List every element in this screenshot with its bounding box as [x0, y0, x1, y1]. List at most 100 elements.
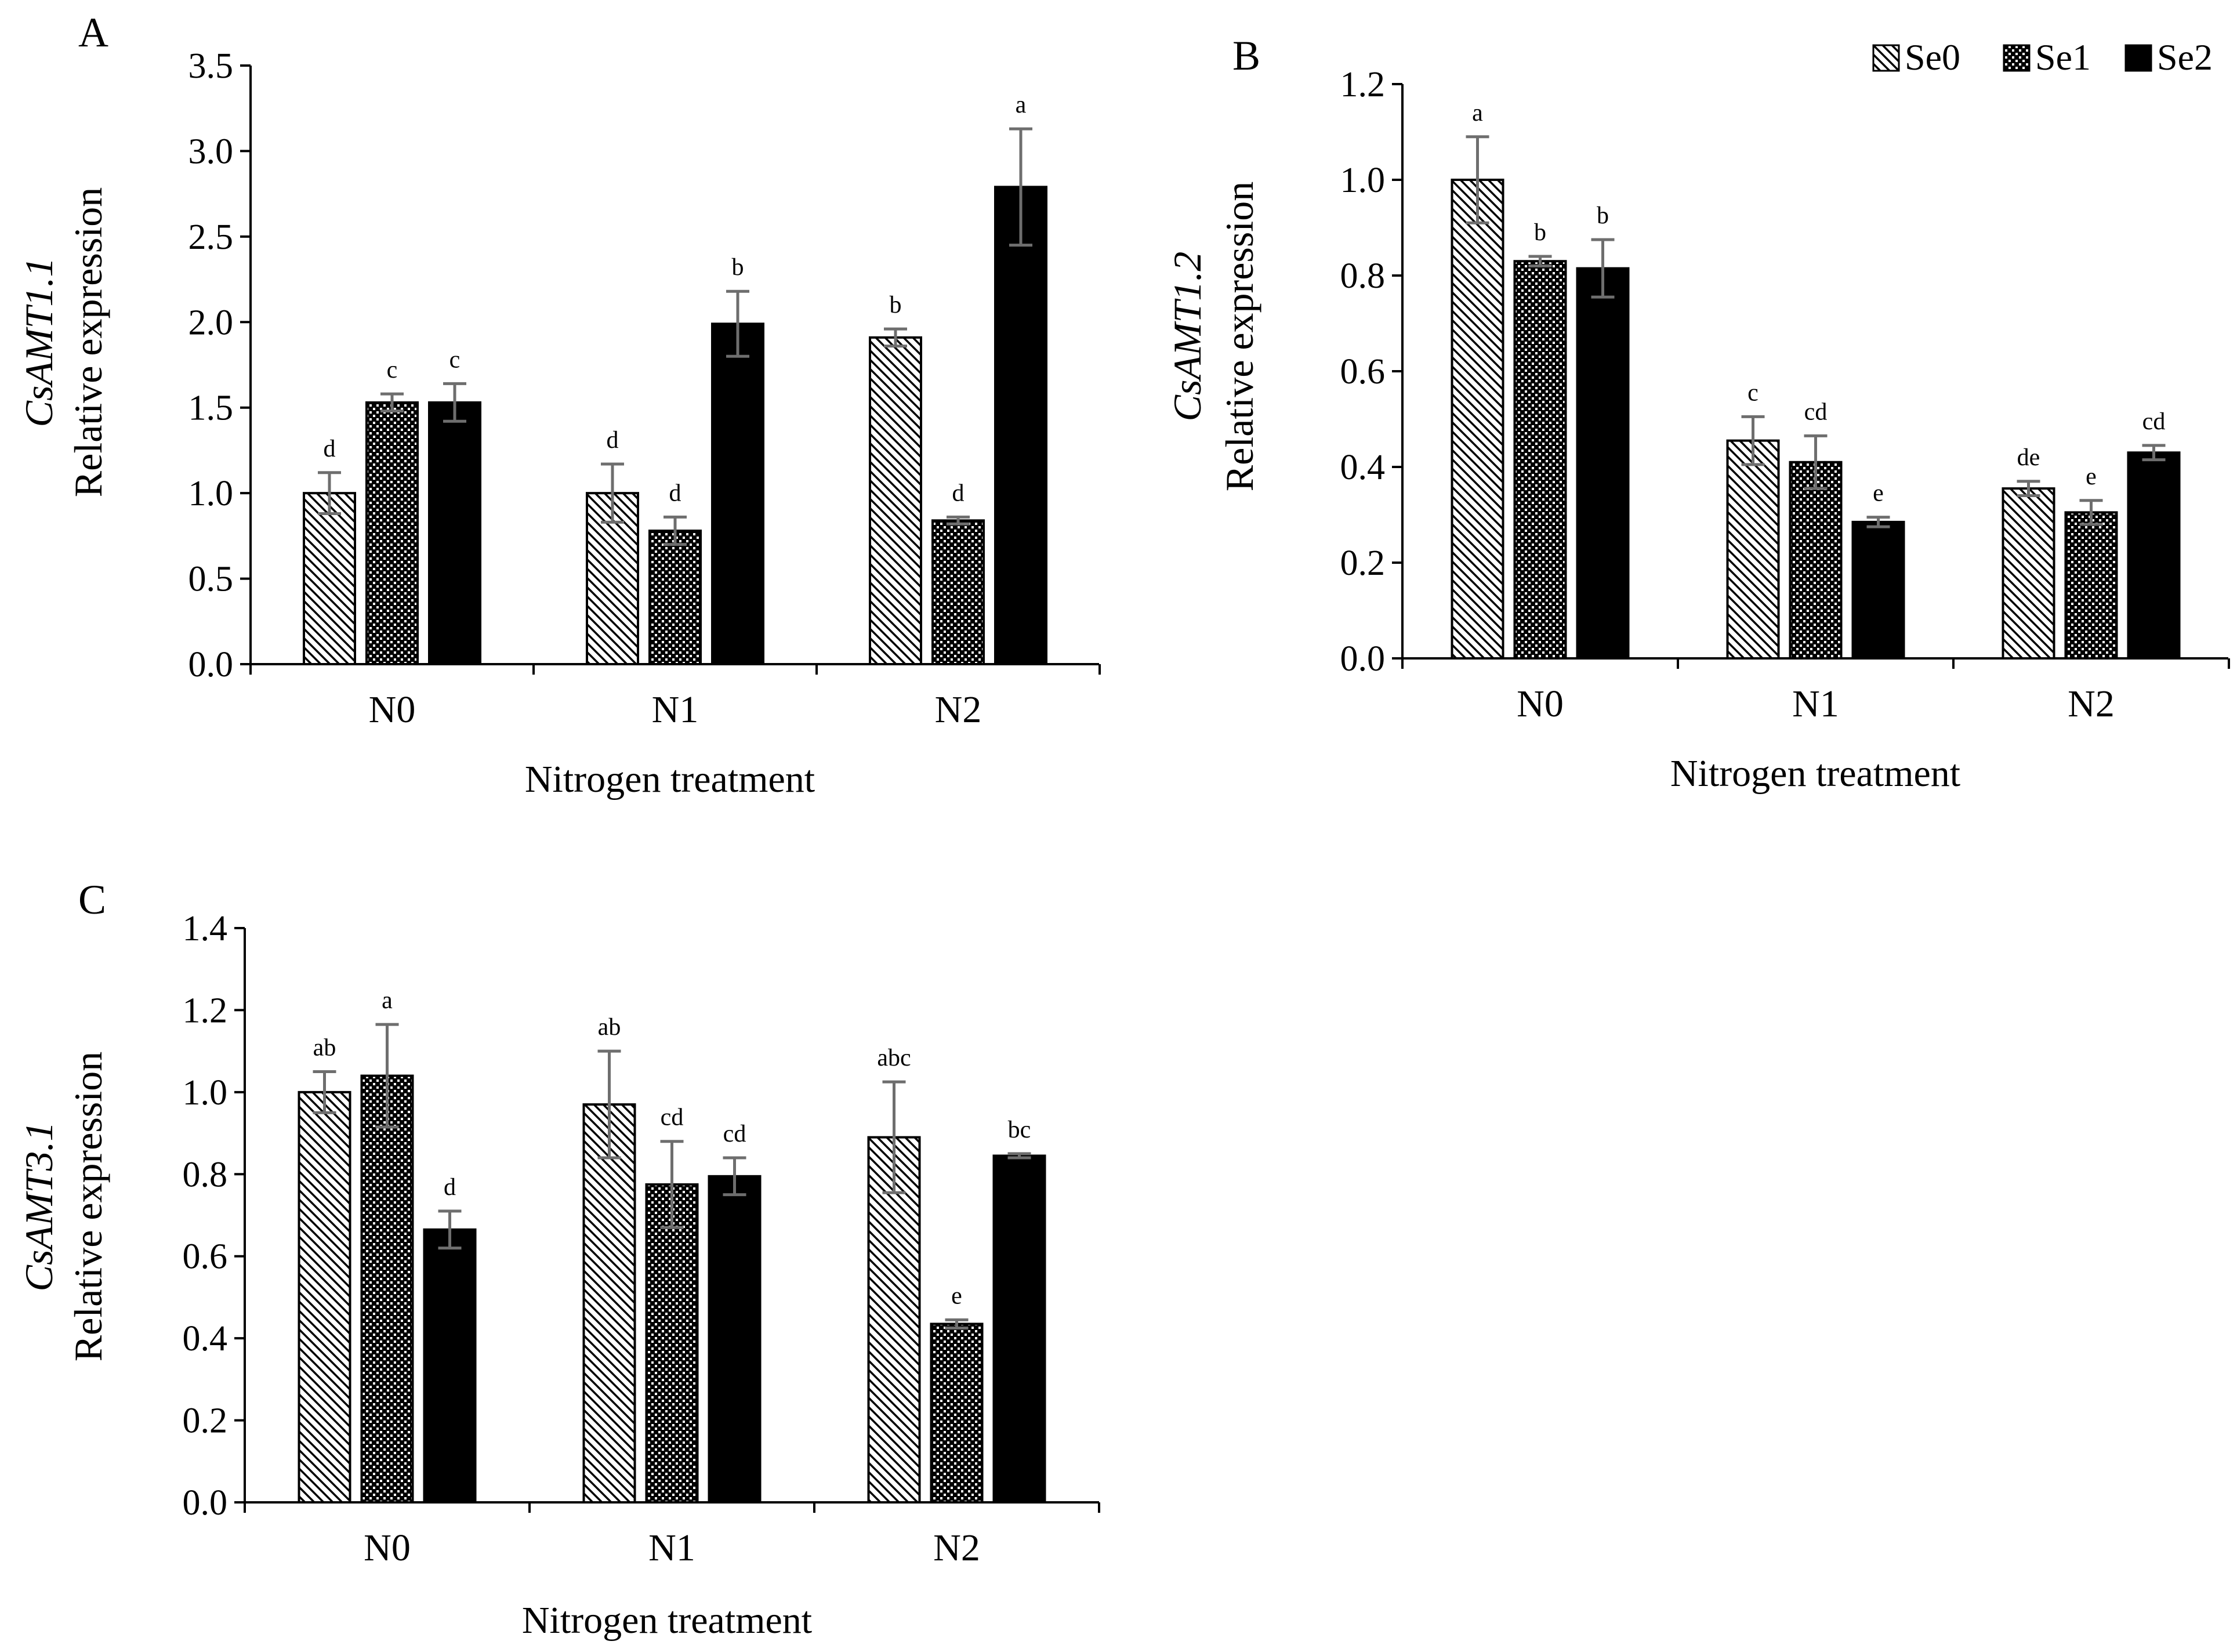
- panel-a-y-tick-label: 2.0: [188, 303, 234, 342]
- panel-a-label: A: [78, 9, 108, 56]
- panel-b-y-tick-label: 0.4: [1340, 448, 1386, 487]
- panel-b-ylabel: Relative expression: [1217, 182, 1261, 491]
- panel-c-significance-label: ab: [598, 1014, 621, 1041]
- panel-c-y-tick-label: 0.8: [183, 1155, 228, 1194]
- panel-a-y-tick-label: 1.0: [188, 474, 234, 513]
- panel-a-xlabel: Nitrogen treatment: [525, 758, 815, 800]
- panel-b-significance-label: e: [1873, 480, 1884, 507]
- panel-a-category-label: N1: [652, 689, 699, 731]
- panel-b-significance-label: cd: [1804, 398, 1828, 425]
- panel-a-significance-label: b: [890, 292, 902, 318]
- panel-c-category-label: N1: [648, 1527, 695, 1569]
- panel-b-significance-label: c: [1747, 379, 1759, 406]
- panel-b-y-tick-label: 1.0: [1340, 161, 1386, 200]
- panel-b-y-axis-title: CsAMT1.2 Relative expression: [1165, 182, 1261, 491]
- panel-a-y-tick-label: 3.0: [188, 132, 234, 171]
- panel-b-bar-se0-n1: [1726, 439, 1780, 660]
- panel-a-y-tick-label: 1.5: [188, 389, 234, 428]
- panel-c-significance-label: ab: [313, 1035, 336, 1062]
- panel-b-error-bar: [2017, 480, 2040, 497]
- panel-b-bar-se1-n1: [1789, 461, 1843, 660]
- legend-label-se0: Se0: [1905, 37, 1960, 78]
- panel-b-bar-se2-n2: [2127, 451, 2181, 660]
- legend-swatch-se2: [2124, 44, 2152, 72]
- panel-b-significance-label: b: [1534, 219, 1546, 246]
- panel-b-error-bar: [1528, 255, 1552, 267]
- panel-b-significance-label: de: [2017, 444, 2040, 471]
- legend-swatch-se0: [1872, 44, 1900, 72]
- panel-b-significance-label: b: [1597, 202, 1609, 229]
- panel-a-category-label: N0: [369, 689, 416, 731]
- panel-c-bar-se1-n0: [360, 1074, 414, 1504]
- panel-c-bar-se0-n2: [867, 1136, 921, 1504]
- legend-label-se2: Se2: [2157, 37, 2213, 78]
- panel-c-ylabel: Relative expression: [66, 1052, 110, 1361]
- panel-c-y-tick-label: 1.0: [183, 1073, 228, 1113]
- panel-c-significance-label: cd: [723, 1121, 746, 1147]
- panel-a-gene-label: CsAMT1.1: [17, 258, 61, 428]
- panel-c-bar-se0-n0: [298, 1091, 351, 1504]
- panel-c-y-tick-label: 0.2: [183, 1401, 228, 1441]
- panel-c-error-bar: [723, 1156, 746, 1197]
- panel-b-error-bar: [1741, 415, 1765, 466]
- panel-c-significance-label: bc: [1008, 1117, 1031, 1143]
- panel-a-significance-label: d: [952, 480, 965, 506]
- panel-a-error-bar: [664, 515, 687, 546]
- panel-b-y-tick-label: 0.0: [1340, 639, 1386, 679]
- panel-a-bar-se2-n0: [428, 401, 481, 666]
- legend-label-se1: Se1: [2035, 37, 2091, 78]
- panel-a-y-tick-label: 2.5: [188, 218, 234, 257]
- panel-c-significance-label: cd: [661, 1104, 684, 1131]
- panel-a-error-bar: [947, 515, 970, 526]
- panel-a-category-label: N2: [935, 689, 982, 731]
- panel-c-bar-se0-n1: [582, 1103, 636, 1504]
- panel-a-significance-label: c: [387, 357, 398, 383]
- panel-c-error-bar: [945, 1318, 969, 1329]
- panel-b-category-label: N0: [1517, 683, 1564, 725]
- panel-b-bar-se1-n2: [2064, 511, 2118, 660]
- panel-b-category-label: N2: [2068, 683, 2115, 725]
- panel-c-error-bar: [438, 1209, 462, 1250]
- panel-b-bar-se2-n0: [1576, 267, 1630, 660]
- panel-c-y-axis-title: CsAMT3.1 Relative expression: [17, 1052, 110, 1361]
- panel-c-y-tick-label: 1.2: [183, 991, 228, 1030]
- panel-b-category-label: N1: [1792, 683, 1839, 725]
- panel-c-error-bar: [1007, 1152, 1031, 1160]
- panel-b-xlabel: Nitrogen treatment: [1670, 752, 1960, 795]
- panel-a-error-bar: [380, 392, 404, 413]
- panel-c-error-bar: [882, 1080, 906, 1194]
- panel-c-bar-se2-n1: [708, 1175, 762, 1504]
- panel-c-y-tick-label: 0.0: [183, 1483, 228, 1523]
- panel-a-y-tick-label: 0.0: [188, 645, 234, 684]
- panel-b-significance-label: cd: [2142, 408, 2166, 435]
- panel-c-label: C: [78, 876, 106, 923]
- legend-swatch-se1: [2003, 44, 2031, 72]
- panel-a-bar-se2-n1: [711, 323, 764, 665]
- panel-c-error-bar: [660, 1140, 684, 1229]
- panel-a-bar-se1-n1: [648, 530, 702, 665]
- panel-b-significance-label: a: [1472, 100, 1483, 126]
- panel-a-bar-se1-n2: [931, 519, 985, 665]
- panel-c-error-bar: [597, 1049, 621, 1160]
- panel-a-significance-label: d: [324, 436, 336, 462]
- panel-b-chart: B CsAMT1.2 Relative expression Nitrogen …: [1165, 32, 2230, 795]
- panel-a-significance-label: b: [732, 254, 744, 281]
- panel-b-error-bar: [2079, 499, 2103, 526]
- panel-b-bar-se1-n0: [1513, 260, 1567, 660]
- panel-c-bar-se1-n1: [645, 1183, 699, 1504]
- panel-a-bar-se0-n2: [869, 336, 922, 665]
- panel-b-bar-se0-n2: [2002, 487, 2055, 660]
- panel-b-bar-se0-n0: [1451, 179, 1504, 660]
- panel-c-significance-label: d: [444, 1174, 456, 1201]
- panel-c-bar-se2-n2: [992, 1154, 1046, 1504]
- panel-b-y-tick-label: 1.2: [1340, 65, 1386, 104]
- panel-b-error-bar: [1804, 434, 1828, 490]
- panel-a-chart: A CsAMT1.1 Relative expression Nitrogen …: [17, 9, 1101, 800]
- panel-c-error-bar: [375, 1023, 399, 1129]
- panel-b-label: B: [1232, 32, 1260, 79]
- panel-a-error-bar: [443, 382, 466, 423]
- panel-a-significance-label: d: [607, 427, 619, 454]
- panel-b-bar-se2-n1: [1851, 520, 1905, 660]
- panel-b-y-tick-label: 0.2: [1340, 544, 1386, 583]
